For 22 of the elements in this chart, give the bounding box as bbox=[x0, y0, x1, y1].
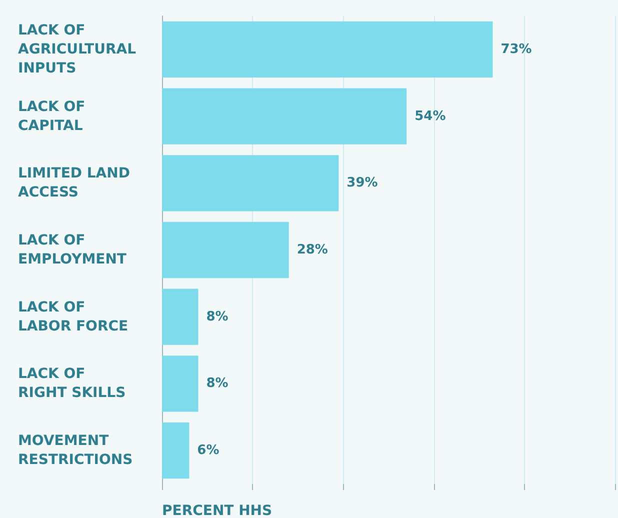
bar bbox=[162, 222, 289, 278]
y-tick-label: LACK OF CAPITAL bbox=[18, 98, 86, 134]
data-label: 28% bbox=[296, 242, 328, 258]
bar bbox=[162, 356, 198, 412]
data-label: 8% bbox=[206, 309, 228, 324]
bar bbox=[162, 88, 407, 144]
y-tick-label: LACK OF EMPLOYMENT bbox=[18, 232, 127, 268]
data-label: 6% bbox=[197, 443, 220, 458]
y-tick-label: MOVEMENT RESTRICTIONS bbox=[18, 433, 133, 468]
y-tick-label: LACK OF LABOR FORCE bbox=[18, 299, 128, 334]
x-axis-title: PERCENT HHS bbox=[162, 503, 272, 518]
y-tick-label: LACK OF RIGHT SKILLS bbox=[18, 366, 126, 402]
bar bbox=[162, 21, 493, 78]
data-label: 54% bbox=[414, 108, 446, 124]
data-label: 39% bbox=[346, 176, 378, 191]
bar bbox=[162, 155, 339, 212]
data-label: 8% bbox=[206, 376, 228, 392]
data-label: 73% bbox=[500, 42, 532, 57]
bar bbox=[162, 288, 198, 345]
y-tick-label: LACK OF AGRICULTURAL INPUTS bbox=[18, 22, 136, 76]
y-tick-label: LIMITED LAND ACCESS bbox=[18, 166, 130, 201]
bar bbox=[162, 422, 190, 479]
